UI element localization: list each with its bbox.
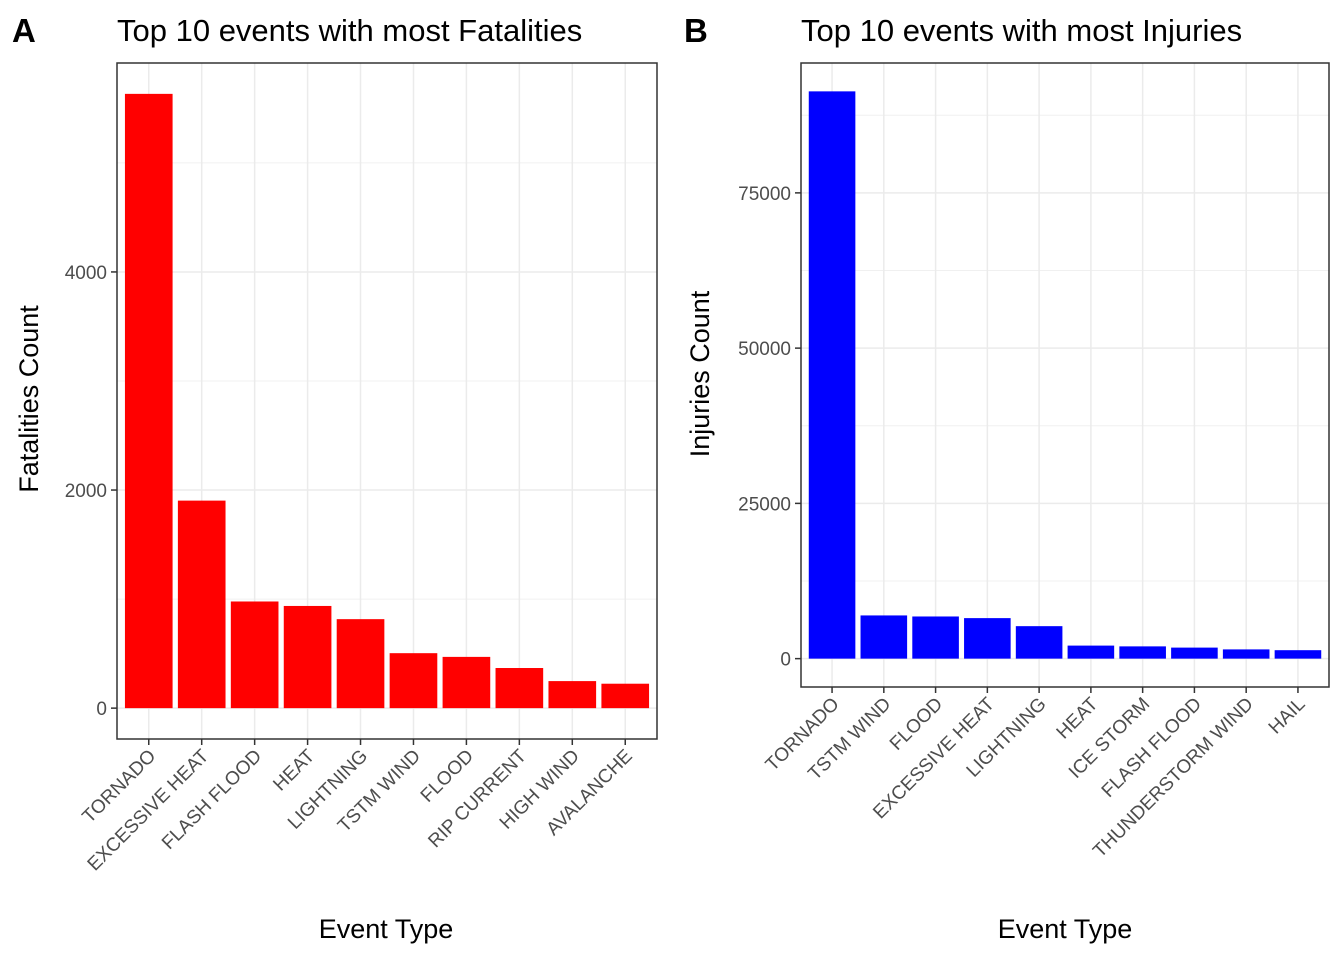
x-tick-label: HEAT — [269, 745, 319, 795]
y-tick-label: 75000 — [738, 184, 791, 205]
y-axis-title: Injuries Count — [685, 290, 715, 457]
x-axis-title: Event Type — [319, 914, 454, 944]
bar-lightning — [336, 619, 385, 709]
bar-excessive-heat — [964, 618, 1011, 659]
plot-border — [116, 62, 658, 740]
y-tick-label: 25000 — [738, 494, 791, 515]
bar-heat — [283, 605, 332, 709]
panel-letter: B — [684, 12, 708, 49]
chart-title: Top 10 events with most Injuries — [801, 13, 1242, 48]
bar-flood — [912, 616, 959, 659]
bar-lightning — [1015, 626, 1063, 659]
y-axis-title: Fatalities Count — [14, 305, 44, 493]
bar-flood — [442, 656, 491, 709]
bar-excessive-heat — [177, 500, 226, 709]
panel-letter: A — [12, 12, 36, 49]
panel-injuries: B Top 10 events with most Injuries Injur… — [684, 12, 1330, 944]
bar-avalanche — [601, 683, 650, 709]
bar-tstm-wind — [389, 653, 438, 709]
plot-background — [801, 63, 1329, 687]
bar-tornado — [808, 91, 856, 659]
bar-heat — [1067, 645, 1115, 659]
y-tick-label: 4000 — [65, 263, 107, 284]
bar-hail — [1274, 650, 1322, 659]
y-tick-label: 2000 — [65, 481, 107, 502]
bar-flash-flood — [1171, 647, 1218, 659]
x-tick-label: HAIL — [1265, 694, 1310, 739]
x-axis-title: Event Type — [998, 914, 1133, 944]
plot-border — [800, 62, 1330, 688]
bar-high-wind — [548, 681, 597, 709]
bar-thunderstorm-wind — [1222, 649, 1270, 659]
bar-tstm-wind — [860, 615, 908, 659]
y-tick-label: 50000 — [738, 339, 791, 360]
y-tick-label: 0 — [96, 699, 107, 720]
y-tick-label: 0 — [780, 650, 791, 671]
bar-flash-flood — [230, 601, 279, 709]
bar-rip-current — [495, 668, 544, 709]
chart-title: Top 10 events with most Fatalities — [117, 13, 582, 48]
panel-fatalities: A Top 10 events with most Fatalities Fat… — [12, 12, 658, 944]
x-tick-label: HEAT — [1053, 693, 1103, 743]
bar-ice-storm — [1119, 646, 1166, 659]
x-tick-label: FLASH FLOOD — [158, 746, 266, 854]
bar-tornado — [124, 93, 173, 709]
